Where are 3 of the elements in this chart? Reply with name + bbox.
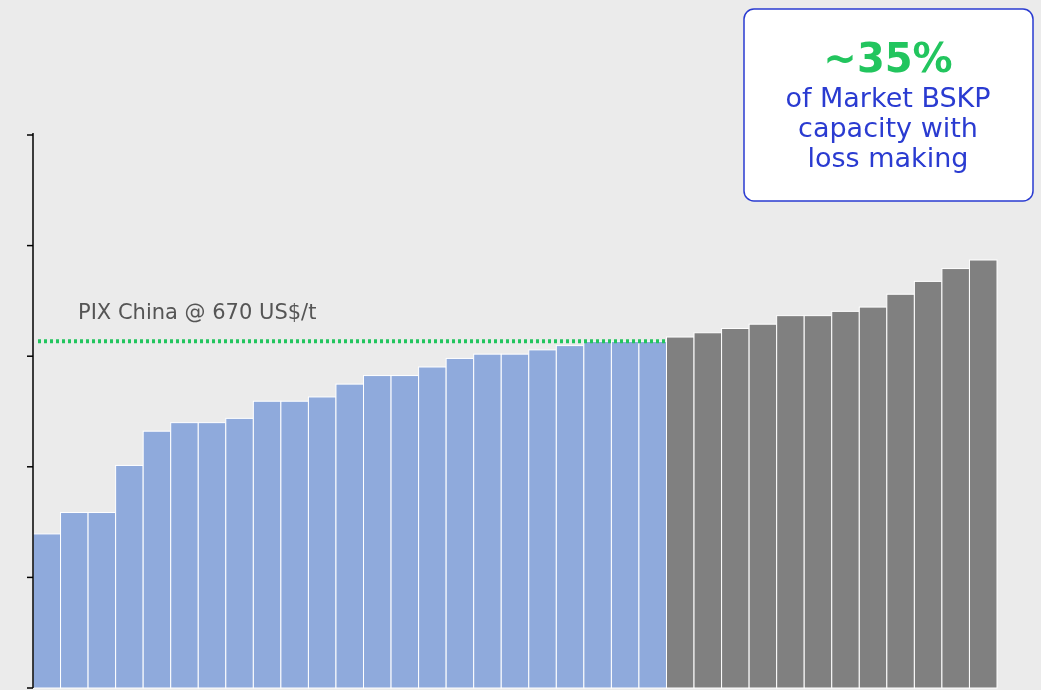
text: of Market BSKP capacity with loss making (785, 82, 991, 173)
ref-line-label: PIX China @ 670 US$/t (78, 300, 317, 325)
text: ~35% (823, 35, 953, 81)
